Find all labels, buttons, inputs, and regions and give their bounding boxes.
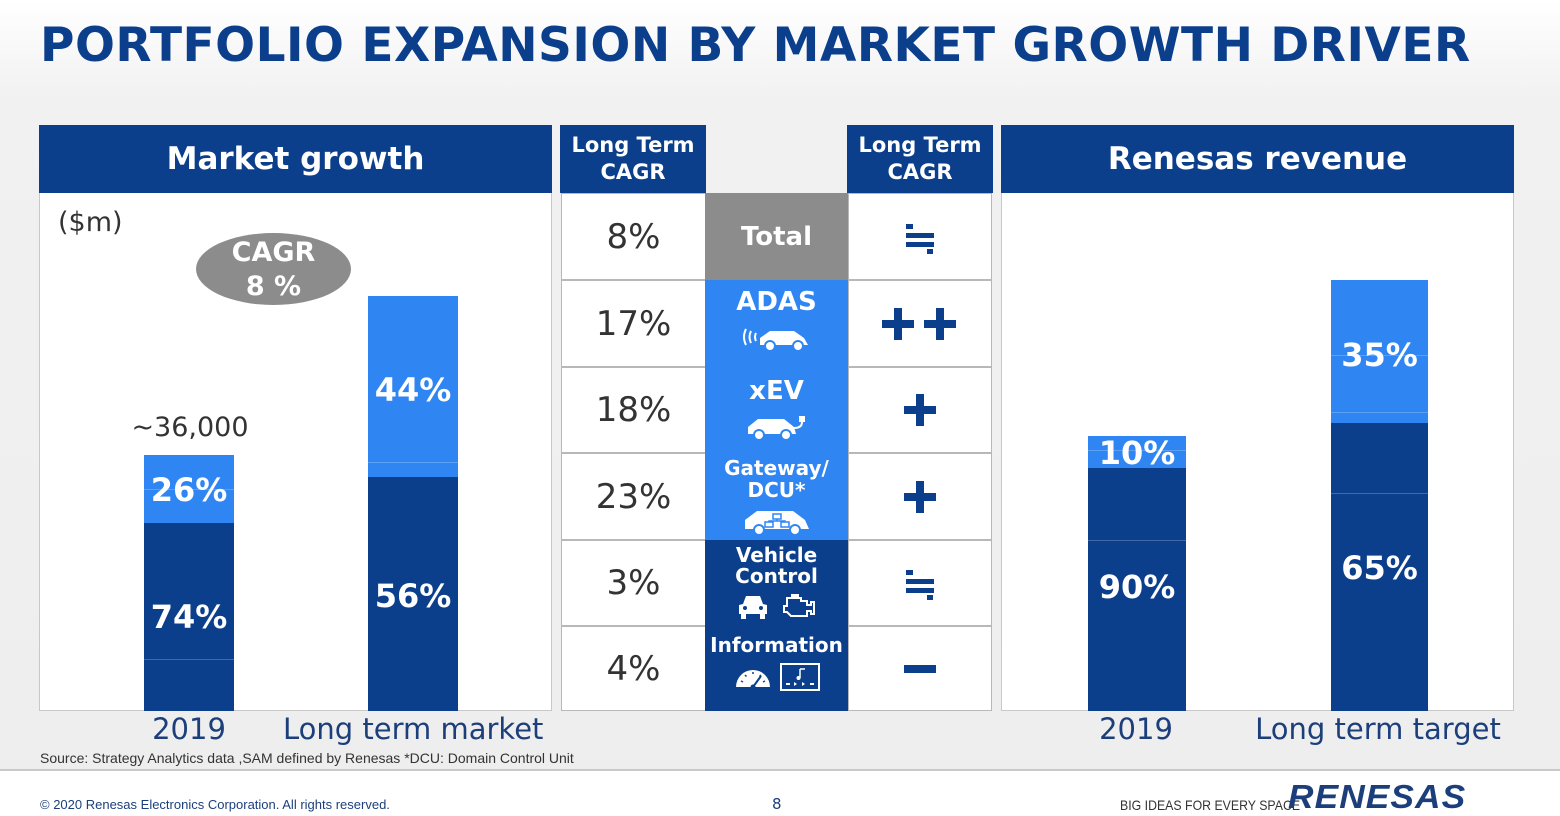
connected-car-icon <box>744 511 809 535</box>
impact-cell-adas <box>848 280 992 367</box>
category-information: Information <box>705 626 848 711</box>
cagr-badge-line1: CAGR <box>231 237 316 268</box>
category-label-vehicle-control: Vehicle Control <box>735 543 818 588</box>
car-sensor-icon <box>742 328 808 352</box>
approx-equal-icon <box>906 570 934 600</box>
infotainment-display-icon <box>779 663 820 691</box>
plus-icon <box>904 480 936 513</box>
renesas-logo: RENESAS <box>1288 778 1530 815</box>
source-note: Source: Strategy Analytics data ,SAM def… <box>40 750 574 766</box>
bar-market-longterm-other: 44% <box>368 296 458 477</box>
market-2019-total-label: ~36,000 <box>131 412 249 443</box>
bar-market-2019-other: 26% <box>144 455 234 523</box>
impact-cell-total <box>848 193 992 280</box>
market-growth-panel <box>39 125 552 711</box>
electric-car-icon <box>747 416 805 441</box>
data-label-market-2019-auto: 74% <box>150 598 228 636</box>
speedometer-icon <box>735 670 770 690</box>
renesas-logo-text: RENESAS <box>1288 778 1467 815</box>
left-cagr-header-text: Long Term CAGR <box>571 133 695 184</box>
bar-revenue-2019-other: 10% <box>1088 434 1186 472</box>
cagr-badge-line2: 8 % <box>245 271 302 302</box>
cagr-value-vehicle-control: 3% <box>606 563 661 603</box>
data-label-market-longterm-auto: 56% <box>374 577 452 615</box>
cagr-cell-total: 8% <box>561 193 706 280</box>
bar-market-longterm-auto: 56% <box>368 477 458 711</box>
cagr-value-total: 8% <box>606 216 661 257</box>
data-label-revenue-target-auto: 65% <box>1341 549 1418 587</box>
left-cagr-header: Long Term CAGR <box>560 125 706 193</box>
cagr-cell-information: 4% <box>561 626 706 711</box>
category-label-total: Total <box>740 221 813 252</box>
footer-divider <box>0 769 1560 771</box>
category-label-information: Information <box>710 633 843 657</box>
impact-cell-information <box>848 626 992 711</box>
right-cagr-header-text: Long Term CAGR <box>858 133 982 184</box>
data-label-market-longterm-other: 44% <box>374 371 452 409</box>
minus-icon <box>904 664 936 673</box>
revenue-x-label-2019: 2019 <box>1099 712 1173 746</box>
renesas-revenue-panel <box>1001 125 1514 711</box>
double-plus-icon <box>882 307 956 340</box>
impact-cell-vehicle-control <box>848 540 992 626</box>
cagr-cell-adas: 17% <box>561 280 706 367</box>
car-front-icon <box>738 596 767 619</box>
data-label-revenue-2019-auto: 90% <box>1098 568 1176 606</box>
market-x-label-longterm: Long term market <box>283 712 544 746</box>
data-label-revenue-target-other: 35% <box>1341 336 1418 374</box>
copyright-text: © 2020 Renesas Electronics Corporation. … <box>40 797 390 812</box>
plus-icon <box>904 394 936 426</box>
cagr-cell-xev: 18% <box>561 367 706 453</box>
unit-label: ($m) <box>58 207 123 238</box>
cagr-value-adas: 17% <box>595 303 672 344</box>
cagr-value-gateway: 23% <box>595 476 672 517</box>
category-adas: ADAS <box>705 280 848 367</box>
right-cagr-header: Long Term CAGR <box>847 125 993 193</box>
slide-title: PORTFOLIO EXPANSION BY MARKET GROWTH DRI… <box>40 18 1471 73</box>
engine-icon <box>782 594 815 617</box>
category-label-gateway: Gateway/ DCU* <box>724 456 829 502</box>
market-growth-header: Market growth <box>39 125 552 193</box>
category-label-xev: xEV <box>749 376 804 406</box>
bar-revenue-target-auto: 65% <box>1331 423 1428 711</box>
category-gateway: Gateway/ DCU* <box>705 453 848 540</box>
bar-market-2019-auto: 74% <box>144 523 234 711</box>
data-label-market-2019-other: 26% <box>150 471 228 509</box>
category-total: Total <box>705 193 848 280</box>
cagr-cell-vehicle-control: 3% <box>561 540 706 626</box>
category-label-adas: ADAS <box>736 287 817 317</box>
cagr-value-xev: 18% <box>595 390 672 430</box>
cagr-value-information: 4% <box>606 648 661 689</box>
tagline: BIG IDEAS FOR EVERY SPACE <box>1120 797 1301 813</box>
category-xev: xEV <box>705 367 848 453</box>
revenue-x-label-target: Long term target <box>1255 712 1501 746</box>
renesas-revenue-header: Renesas revenue <box>1001 125 1514 193</box>
impact-cell-gateway <box>848 453 992 540</box>
market-x-label-2019: 2019 <box>152 712 226 746</box>
approx-equal-icon <box>906 223 934 254</box>
bar-revenue-2019-auto: 90% <box>1088 468 1186 711</box>
data-label-revenue-2019-other: 10% <box>1098 434 1176 472</box>
cagr-cell-gateway: 23% <box>561 453 706 540</box>
category-vehicle-control: Vehicle Control <box>705 540 848 626</box>
impact-cell-xev <box>848 367 992 453</box>
cagr-badge: CAGR 8 % <box>196 233 351 305</box>
bar-revenue-target-other: 35% <box>1331 280 1428 423</box>
page-number: 8 <box>772 795 782 813</box>
